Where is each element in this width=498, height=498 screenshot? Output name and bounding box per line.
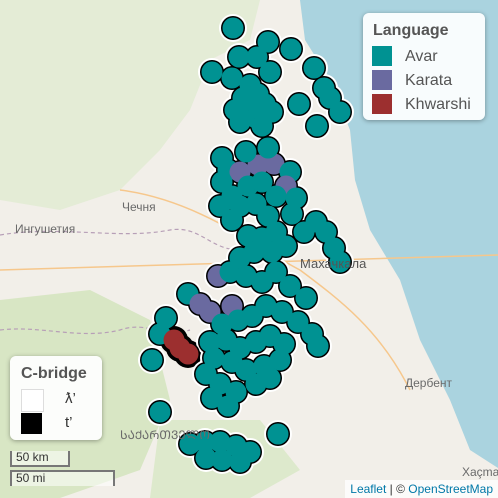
place-xachmaz: Xaçmaz	[462, 465, 498, 479]
avar-marker[interactable]	[201, 387, 223, 409]
avar-marker[interactable]	[305, 211, 327, 233]
avar-marker[interactable]	[288, 93, 310, 115]
t-label: t’	[65, 414, 73, 431]
avar-marker[interactable]	[235, 141, 257, 163]
tl-label: ƛ’	[65, 390, 76, 407]
avar-marker[interactable]	[203, 347, 225, 369]
avar-marker[interactable]	[271, 301, 293, 323]
avar-marker[interactable]	[279, 275, 301, 297]
border-line-south	[0, 326, 191, 335]
avar-marker[interactable]	[141, 349, 163, 371]
avar-marker[interactable]	[307, 335, 329, 357]
avar-marker[interactable]	[246, 46, 268, 68]
avar-marker[interactable]	[194, 431, 216, 453]
avar-marker[interactable]	[329, 251, 351, 273]
avar-marker[interactable]	[211, 449, 233, 471]
language-legend: Language Avar Karata Khwarshi	[363, 13, 485, 120]
avar-marker[interactable]	[259, 61, 281, 83]
language-legend-title: Language	[373, 22, 449, 39]
scale-km: 50 km	[10, 451, 70, 467]
place-georgia: ᲡᲐᲥᲐᲠᲗᲕᲔᲚᲝ	[120, 428, 211, 442]
khwarshi-marker[interactable]	[177, 343, 199, 365]
avar-marker[interactable]	[209, 431, 231, 453]
scale-mi: 50 mi	[10, 470, 115, 486]
avar-marker[interactable]	[255, 295, 277, 317]
avar-marker[interactable]	[267, 423, 289, 445]
avar-marker[interactable]	[228, 46, 250, 68]
karata-swatch	[372, 70, 392, 90]
attribution: Leaflet | © OpenStreetMap	[345, 480, 498, 498]
avar-marker[interactable]	[259, 367, 281, 389]
avar-marker[interactable]	[275, 235, 297, 257]
place-ingushetia: Ингушетия	[15, 222, 76, 236]
avar-marker[interactable]	[257, 205, 279, 227]
avar-marker[interactable]	[281, 203, 303, 225]
avar-marker[interactable]	[224, 99, 246, 121]
leaflet-link[interactable]: Leaflet	[350, 482, 387, 496]
place-chechnya: Чечня	[122, 200, 156, 214]
avar-marker[interactable]	[195, 447, 217, 469]
avar-marker[interactable]	[265, 261, 287, 283]
attribution-separator: | ©	[386, 482, 409, 496]
avar-marker[interactable]	[280, 38, 302, 60]
avar-marker[interactable]	[306, 115, 328, 137]
avar-marker[interactable]	[219, 261, 241, 283]
avar-marker[interactable]	[222, 17, 244, 39]
avar-marker[interactable]	[149, 401, 171, 423]
avar-marker[interactable]	[265, 185, 287, 207]
tl-swatch	[21, 389, 44, 412]
place-makhachkala: Махачкала	[300, 256, 367, 271]
avar-marker[interactable]	[199, 331, 221, 353]
avar-marker[interactable]	[235, 265, 257, 287]
t-swatch	[21, 413, 42, 434]
c-bridge-legend: C-bridge ƛ’ t’	[10, 356, 102, 440]
place-derbent: Дербент	[405, 376, 453, 390]
scale-bar: 50 km 50 mi	[10, 451, 115, 486]
avar-marker[interactable]	[217, 395, 239, 417]
khwarshi-swatch	[372, 94, 392, 114]
avar-marker[interactable]	[221, 209, 243, 231]
osm-link[interactable]: OpenStreetMap	[408, 482, 493, 496]
avar-marker[interactable]	[273, 333, 295, 355]
avar-marker[interactable]	[211, 313, 233, 335]
avar-marker[interactable]	[229, 451, 251, 473]
avar-marker[interactable]	[261, 101, 283, 123]
karata-label: Karata	[405, 72, 453, 89]
avar-marker[interactable]	[201, 61, 223, 83]
avar-marker[interactable]	[221, 67, 243, 89]
khwarshi-label: Khwarshi	[405, 96, 471, 113]
avar-marker[interactable]	[285, 187, 307, 209]
avar-marker[interactable]	[251, 171, 273, 193]
avar-marker[interactable]	[257, 137, 279, 159]
avar-marker[interactable]	[329, 101, 351, 123]
avar-marker[interactable]	[287, 311, 309, 333]
marker-dot-layer[interactable]	[141, 17, 351, 473]
avar-marker[interactable]	[155, 307, 177, 329]
avar-marker[interactable]	[303, 57, 325, 79]
c-bridge-legend-title: C-bridge	[21, 365, 87, 382]
avar-label: Avar	[405, 48, 438, 65]
avar-marker[interactable]	[257, 31, 279, 53]
avar-marker[interactable]	[295, 287, 317, 309]
avar-swatch	[372, 46, 392, 66]
karata-marker[interactable]	[263, 153, 285, 175]
road-2	[119, 189, 411, 391]
avar-marker[interactable]	[269, 349, 291, 371]
plain-area	[0, 0, 260, 210]
